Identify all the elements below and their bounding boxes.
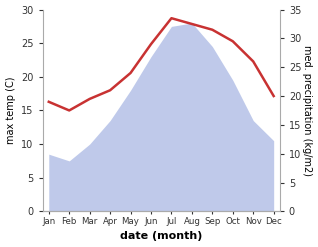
- X-axis label: date (month): date (month): [120, 231, 203, 242]
- Y-axis label: max temp (C): max temp (C): [5, 77, 16, 144]
- Y-axis label: med. precipitation (kg/m2): med. precipitation (kg/m2): [302, 45, 313, 176]
